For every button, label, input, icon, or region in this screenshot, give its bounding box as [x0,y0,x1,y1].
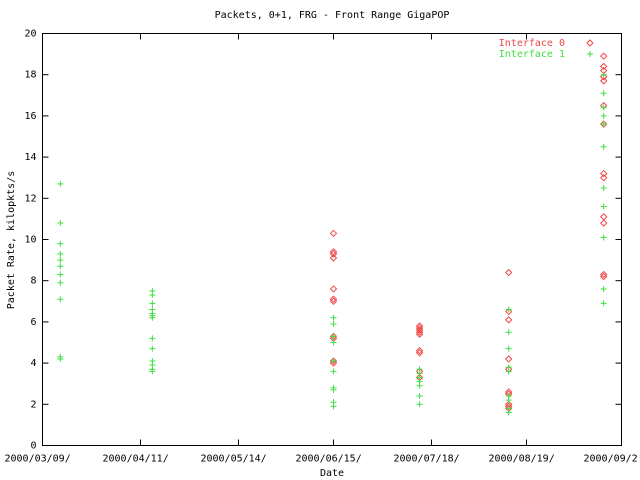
data-point [329,254,338,262]
data-point [504,268,513,277]
data-point [416,401,423,408]
data-point [599,73,608,81]
data-point [329,285,338,293]
y-tick-label: 18 [24,70,36,81]
data-point [330,386,337,393]
data-point [57,180,64,187]
data-point [330,339,337,346]
data-point [330,320,337,327]
data-point [57,355,64,362]
data-point [599,77,608,85]
x-tick-label: 2000/07/18/ [393,454,459,465]
data-point [504,307,513,316]
data-point [57,296,64,303]
y-axis-label: Packet Rate, kilopkts/s [6,171,17,309]
data-point [57,263,64,270]
data-point [599,270,608,279]
data-point [599,173,608,182]
data-point [149,292,156,299]
data-point [57,257,64,264]
legend-label: Interface 0 [499,38,565,49]
data-point [57,250,64,257]
x-axis-label: Date [320,468,344,479]
data-point [505,345,512,352]
x-tick-label: 2000/04/11/ [102,454,168,465]
y-tick-label: 6 [30,317,36,328]
data-point [416,393,423,400]
data-point [600,112,607,119]
data-point [504,355,513,363]
data-point [149,335,156,342]
data-point [600,90,607,97]
data-point [57,240,64,247]
data-point [600,185,607,191]
x-tick-label: 2000/03/09/ [5,454,71,465]
data-point [600,104,607,111]
data-point [600,71,607,78]
chart-title: Packets, 0+1, FRG - Front Range GigaPOP [215,10,450,21]
legend-label: Interface 1 [499,49,565,60]
data-point [600,234,607,241]
data-point [505,397,512,404]
data-point [600,300,607,307]
data-point [415,326,424,334]
data-point [415,347,424,355]
y-tick-label: 16 [24,111,36,122]
data-point [57,220,64,227]
data-point [329,229,338,238]
data-point [330,358,337,365]
data-point [330,314,337,321]
data-point [329,359,338,367]
data-point [415,330,424,338]
data-point [505,306,512,313]
y-tick-label: 20 [24,29,36,40]
data-point [600,121,607,128]
y-tick-label: 8 [30,276,36,287]
data-point [330,333,337,340]
data-point [599,62,608,71]
y-tick-label: 12 [24,193,36,204]
data-point [57,271,64,278]
legend-marker [587,51,593,57]
y-tick-label: 0 [30,441,36,452]
data-point [505,329,512,336]
data-point [599,52,608,60]
data-point [149,368,156,375]
data-point [599,219,608,227]
data-point [600,203,607,210]
data-point [149,314,156,321]
x-tick-label: 2000/09/2 [584,454,638,465]
x-tick-label: 2000/08/19/ [488,454,554,465]
data-point [504,316,513,324]
y-tick-label: 2 [30,399,36,410]
data-point [329,297,338,306]
data-point [149,300,156,307]
data-point [415,328,424,336]
legend-marker [586,39,594,47]
data-point [149,345,156,352]
data-point [57,279,64,286]
y-tick-label: 10 [24,235,36,246]
data-point [600,143,607,150]
data-point [329,295,338,303]
data-point [330,368,337,375]
data-point [416,382,423,389]
data-point [330,403,337,410]
data-point [599,169,608,178]
data-point [415,349,424,357]
data-point [599,272,608,281]
data-point [600,285,607,292]
x-tick-label: 2000/05/14/ [200,454,266,465]
data-point [505,368,512,375]
data-point [329,250,338,258]
x-tick-label: 2000/06/15/ [295,454,361,465]
y-tick-label: 4 [30,358,36,369]
y-tick-label: 14 [24,152,36,163]
data-point [505,409,512,416]
